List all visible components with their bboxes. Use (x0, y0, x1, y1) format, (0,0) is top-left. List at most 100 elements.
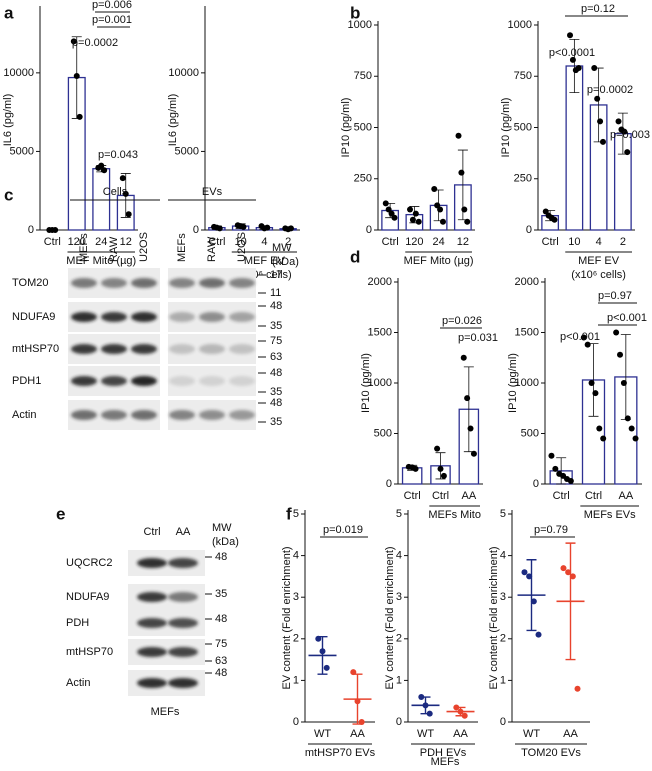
data-point (569, 56, 576, 63)
y-tick-label: 500 (521, 427, 539, 439)
y-tick-label: 1000 (348, 19, 372, 31)
y-tick-label: 2000 (368, 276, 392, 288)
data-point (530, 598, 537, 605)
data-point (98, 162, 105, 169)
row-label: NDUFA9 (12, 311, 55, 323)
data-point (434, 445, 441, 452)
y-tick-label: 250 (354, 173, 372, 185)
data-point (597, 118, 604, 125)
data-point (575, 65, 582, 72)
data-point (418, 694, 425, 701)
data-point (580, 334, 587, 341)
x-tick-label: 12 (120, 236, 132, 248)
mw-title: MW (212, 522, 232, 534)
row-label: TOM20 (12, 277, 48, 289)
y-tick-label: 1 (396, 674, 402, 686)
data-point (431, 186, 438, 192)
data-point (216, 225, 223, 232)
y-tick-label: 750 (354, 70, 372, 82)
y-axis-label: IP10 (pg/ml) (500, 98, 512, 158)
data-point (407, 206, 414, 213)
bar (92, 168, 111, 231)
blot-band (199, 376, 225, 386)
panel-letter: f (286, 504, 292, 523)
data-point (52, 227, 59, 233)
p-value: p=0.001 (92, 14, 132, 26)
mw-marker: 48 (215, 551, 227, 563)
data-point (73, 73, 80, 79)
blot-band (169, 376, 195, 386)
y-tick-label: 250 (514, 173, 532, 185)
lane-label: MEFs (176, 233, 188, 262)
mw-marker: 48 (215, 667, 227, 679)
p-value: p=0.043 (98, 149, 138, 161)
x-tick-label: Ctrl (44, 236, 61, 248)
mw-unit: (kDa) (212, 536, 239, 548)
mw-marker: 35 (270, 320, 282, 332)
y-tick-label: 3 (293, 591, 299, 603)
data-point (122, 190, 129, 197)
blot-band (137, 618, 167, 628)
data-point (391, 214, 398, 221)
blot-band (168, 678, 198, 688)
y-tick-label: 500 (514, 121, 532, 133)
p-value: p=0.003 (610, 129, 650, 141)
data-point (588, 380, 595, 386)
y-tick-label: 1 (293, 674, 299, 686)
y-tick-label: 2 (500, 633, 506, 645)
p-value: p<0.001 (607, 312, 647, 324)
row-label: UQCRC2 (66, 557, 112, 569)
blot-band (169, 278, 195, 288)
x-tick-label: Ctrl (382, 236, 399, 248)
x-tick-label: AA (461, 490, 476, 502)
p-value: p=0.019 (323, 524, 363, 536)
data-point (551, 216, 558, 223)
blot-band (199, 312, 225, 322)
panel-letter: b (350, 3, 360, 22)
data-point (565, 569, 572, 576)
x-tick-label: 120 (405, 236, 423, 248)
mw-marker: 63 (270, 351, 282, 363)
row-label: Actin (12, 409, 36, 421)
y-tick-label: 2000 (515, 276, 539, 288)
y-tick-label: 4 (293, 550, 299, 562)
row-label: mtHSP70 (12, 343, 59, 355)
blot-band (199, 278, 225, 288)
data-point (584, 341, 591, 348)
panel-letter: d (350, 247, 360, 266)
x-axis-label: MEF Mito (µg) (66, 255, 136, 267)
blot-band (229, 376, 255, 386)
blot-band (169, 410, 195, 420)
blot-band (137, 678, 167, 688)
row-label: NDUFA9 (66, 591, 109, 603)
x-tick-label: WT (523, 728, 540, 740)
data-point (594, 95, 601, 102)
p-value: p<0.001 (560, 331, 600, 343)
y-axis-label: IL6 (pg/ml) (167, 94, 179, 147)
data-point (596, 425, 603, 432)
data-point (412, 210, 419, 217)
group-label: MEFs (431, 756, 460, 768)
mw-marker: 48 (270, 367, 282, 379)
x-tick-label: WT (314, 728, 331, 740)
group-label: Cells (103, 186, 128, 198)
x-tick-label: 10 (568, 236, 580, 248)
x-tick-label: AA (563, 728, 578, 740)
y-tick-label: 0 (533, 478, 539, 490)
data-point (613, 329, 620, 336)
mw-marker: 48 (270, 300, 282, 312)
data-point (76, 113, 83, 120)
blot-band (131, 312, 157, 322)
data-point (458, 169, 465, 176)
y-tick-label: 1500 (368, 326, 392, 338)
row-label: PDH (66, 617, 89, 629)
data-point (415, 218, 422, 225)
y-tick-label: 500 (354, 121, 372, 133)
data-point (628, 425, 635, 432)
blot-band (101, 278, 127, 288)
y-tick-label: 0 (526, 224, 532, 236)
y-tick-label: 500 (374, 427, 392, 439)
data-point (382, 200, 389, 207)
y-tick-label: 1 (500, 674, 506, 686)
data-point (624, 415, 631, 422)
